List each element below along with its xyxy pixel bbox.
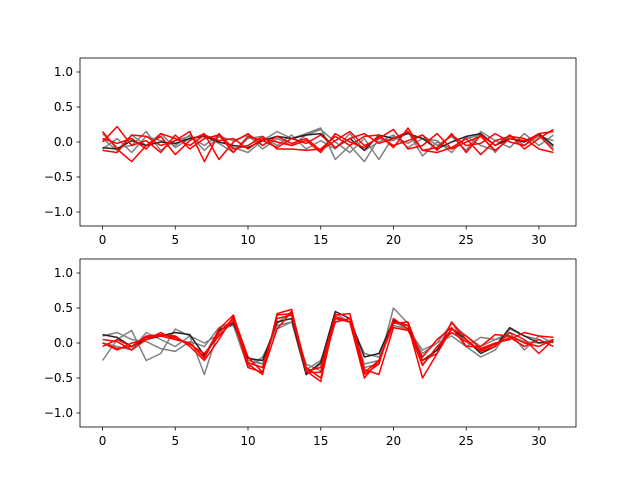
y-tick-label: 0.5 <box>54 301 73 315</box>
x-tick-label: 30 <box>531 434 546 448</box>
top-axes: 0 5 10 15 20 25 30 −1.0 −0.5 0.0 0.5 1.0 <box>44 57 577 247</box>
x-tick-label: 30 <box>531 233 546 247</box>
x-tick-label: 0 <box>99 233 107 247</box>
x-tick-label: 25 <box>459 233 474 247</box>
x-tick-label: 10 <box>240 233 255 247</box>
y-tick-label: −0.5 <box>44 371 73 385</box>
bottom-axes: 0 5 10 15 20 25 30 −1.0 −0.5 0.0 0.5 1.0 <box>44 258 577 448</box>
series-line-7 <box>102 308 554 376</box>
x-tick-label: 5 <box>171 434 179 448</box>
y-tick-label: −1.0 <box>44 406 73 420</box>
series-line-8 <box>102 314 554 376</box>
y-tick-label: −1.0 <box>44 205 73 219</box>
series-line-4 <box>102 310 554 376</box>
x-tick-label: 5 <box>171 233 179 247</box>
x-tick-label: 15 <box>313 233 328 247</box>
axes-frame <box>79 57 577 227</box>
axes-frame <box>79 258 577 428</box>
x-tick-label: 20 <box>386 434 401 448</box>
series-group <box>101 307 554 383</box>
x-tick-label: 0 <box>99 434 107 448</box>
x-tick-label: 10 <box>240 434 255 448</box>
y-tick-label: 0.0 <box>54 336 73 350</box>
series-line-8 <box>102 128 554 154</box>
series-group <box>101 125 554 163</box>
x-tick-label: 20 <box>386 233 401 247</box>
y-tick-label: 0.0 <box>54 135 73 149</box>
y-tick-label: 1.0 <box>54 266 73 280</box>
y-tick-label: 0.5 <box>54 100 73 114</box>
x-tick-label: 15 <box>313 434 328 448</box>
y-tick-label: −0.5 <box>44 170 73 184</box>
y-tick-label: 1.0 <box>54 65 73 79</box>
x-tick-label: 25 <box>459 434 474 448</box>
series-line-6 <box>102 125 554 154</box>
